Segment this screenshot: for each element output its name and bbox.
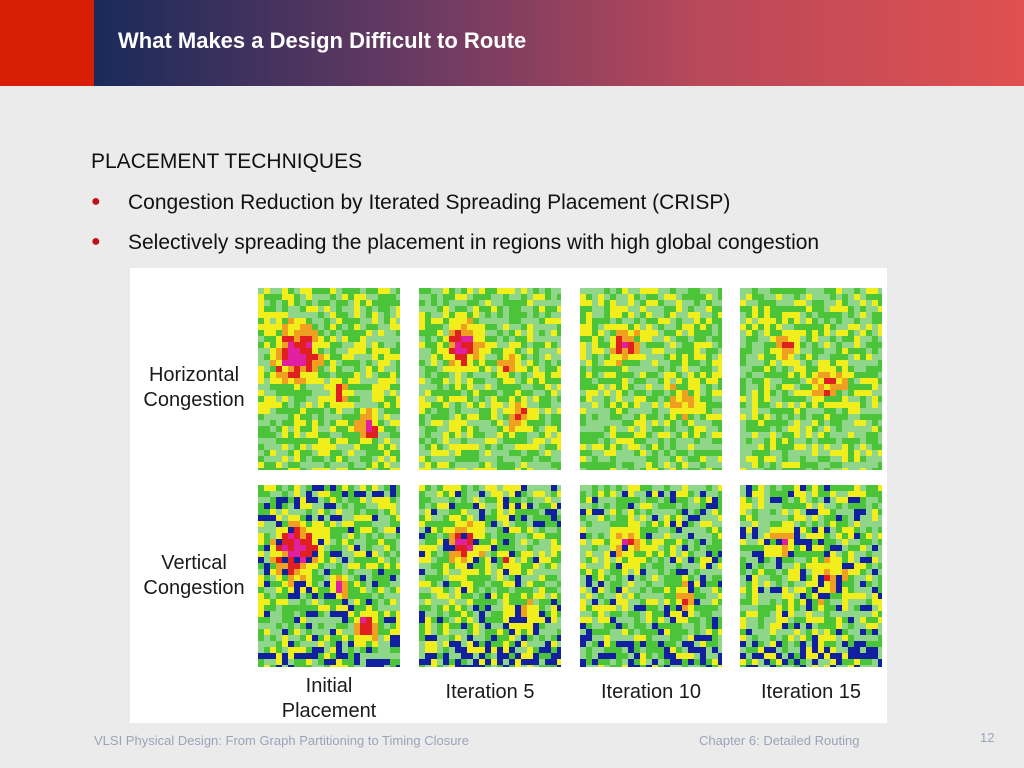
column-label-line: Iteration 15 (760, 681, 862, 703)
column-label-iteration-10: Iteration 10 (580, 680, 722, 705)
congestion-map-figure: Horizontal Congestion Vertical Congestio… (130, 268, 887, 723)
row-label-line: Vertical (161, 552, 227, 574)
row-label-line: Horizontal (148, 364, 240, 386)
congestion-map-vertical-initial (258, 485, 400, 667)
header-accent-block (0, 0, 94, 86)
footer-chapter: Chapter 6: Detailed Routing (699, 733, 860, 748)
column-label-iteration-5: Iteration 5 (419, 680, 561, 705)
congestion-map-horizontal-iteration-15 (740, 288, 882, 470)
footer-book-title: VLSI Physical Design: From Graph Partiti… (94, 733, 469, 748)
column-label-iteration-15: Iteration 15 (740, 680, 882, 705)
congestion-map-horizontal-initial (258, 288, 400, 470)
bullet-text: Selectively spreading the placement in r… (128, 231, 820, 254)
bullet-dot-icon: ● (91, 193, 101, 210)
column-label-line: Initial (305, 675, 353, 697)
row-label-line: Congestion (143, 577, 245, 599)
slide-title: What Makes a Design Difficult to Route (118, 28, 527, 53)
section-heading: PLACEMENT TECHNIQUES (91, 150, 363, 173)
column-label-initial-placement: Initial Placement (258, 674, 400, 724)
row-label-horizontal-congestion: Horizontal Congestion (130, 363, 258, 413)
congestion-map-vertical-iteration-5 (419, 485, 561, 667)
row-label-line: Congestion (143, 389, 245, 411)
congestion-map-horizontal-iteration-10 (580, 288, 722, 470)
row-label-vertical-congestion: Vertical Congestion (130, 551, 258, 601)
congestion-map-vertical-iteration-10 (580, 485, 722, 667)
title-bar: What Makes a Design Difficult to Route (94, 0, 1024, 86)
congestion-map-vertical-iteration-15 (740, 485, 882, 667)
column-label-line: Placement (281, 700, 377, 722)
bullet-text: Congestion Reduction by Iterated Spreadi… (128, 191, 731, 214)
bullet-dot-icon: ● (91, 233, 101, 250)
column-label-line: Iteration 10 (600, 681, 702, 703)
congestion-map-horizontal-iteration-5 (419, 288, 561, 470)
page-number: 12 (980, 730, 995, 745)
column-label-line: Iteration 5 (445, 681, 535, 703)
